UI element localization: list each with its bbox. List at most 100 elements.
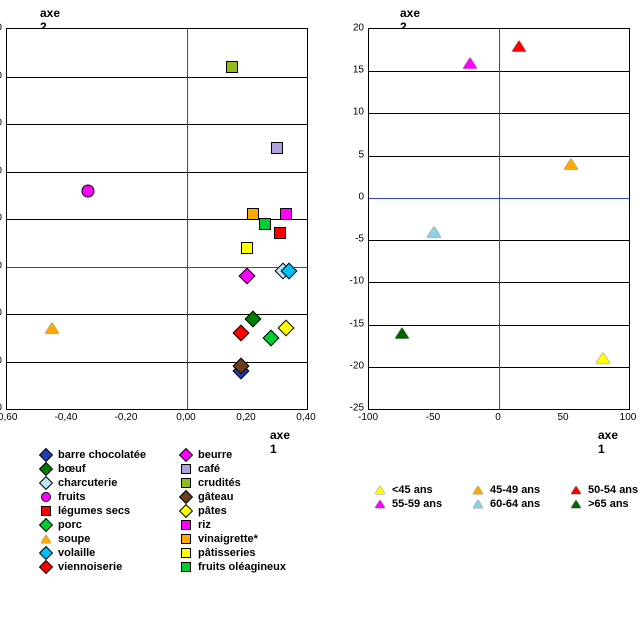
legend-label: fruits oléagineux <box>198 561 286 573</box>
triangle-icon <box>570 486 582 494</box>
legend-label: soupe <box>58 533 90 545</box>
axis-title-x: axe 1 <box>598 428 618 456</box>
legend-item: <45 ans <box>370 483 468 497</box>
ytick-label: 15 <box>338 65 364 76</box>
triangle-icon <box>374 500 386 508</box>
legend-label: barre chocolatée <box>58 449 146 461</box>
xtick-label: -0,40 <box>55 412 78 423</box>
data-point <box>241 242 253 254</box>
legend-item: légumes secs <box>40 504 180 518</box>
xtick-label: 0,20 <box>236 412 255 423</box>
data-point <box>263 329 280 346</box>
data-point <box>280 208 292 220</box>
legend-label: beurre <box>198 449 232 461</box>
legend-item: volaille <box>40 546 180 560</box>
diamond-icon <box>40 450 52 460</box>
square-icon <box>40 506 52 516</box>
legend-item: vinaigrette* <box>180 532 320 546</box>
data-point <box>395 328 409 339</box>
legend-item: bœuf <box>40 462 180 476</box>
data-point <box>82 184 95 197</box>
legend-label: 50-54 ans <box>588 484 638 496</box>
data-point <box>247 208 259 220</box>
ytick-label: -5 <box>338 234 364 245</box>
ytick-label: 0,40 <box>0 70 2 81</box>
ytick-label: -20 <box>338 360 364 371</box>
legend-label: vinaigrette* <box>198 533 258 545</box>
diamond-icon <box>40 478 52 488</box>
xtick-label: -100 <box>358 412 378 423</box>
gridline <box>7 124 307 125</box>
square-icon <box>180 548 192 558</box>
ytick-label: 0,20 <box>0 355 2 366</box>
legend-item: gâteau <box>180 490 320 504</box>
data-point <box>233 325 250 342</box>
legend-label: crudités <box>198 477 241 489</box>
data-point <box>45 323 59 334</box>
legend-item: 60-64 ans <box>468 497 566 511</box>
square-icon <box>180 464 192 474</box>
legend-label: pâtisseries <box>198 547 255 559</box>
legend-label: <45 ans <box>392 484 433 496</box>
circle-icon <box>40 492 52 502</box>
xtick-label: 100 <box>620 412 637 423</box>
ytick-label: 0,10 <box>0 308 2 319</box>
legend-right: <45 ans 45-49 ans 50-54 ans 55-59 ans 60-64 … <box>370 483 642 511</box>
data-point <box>512 40 526 51</box>
triangle-icon <box>374 486 386 494</box>
ytick-label: 0,10 <box>0 213 2 224</box>
legend-label: >65 ans <box>588 498 629 510</box>
legend-item: pâtes <box>180 504 320 518</box>
xtick-label: -0,60 <box>0 412 17 423</box>
triangle-icon <box>40 535 52 543</box>
triangle-icon <box>570 500 582 508</box>
legend-item: viennoiserie <box>40 560 180 574</box>
origin-line <box>499 29 500 409</box>
diamond-icon <box>180 506 192 516</box>
xtick-label: -50 <box>426 412 440 423</box>
square-icon <box>180 562 192 572</box>
legend-label: 60-64 ans <box>490 498 540 510</box>
data-point <box>259 218 271 230</box>
square-icon <box>180 534 192 544</box>
legend-item: 45-49 ans <box>468 483 566 497</box>
legend-label: charcuterie <box>58 477 117 489</box>
legend-item: pâtisseries <box>180 546 320 560</box>
gridline <box>7 362 307 363</box>
square-icon <box>180 478 192 488</box>
origin-line <box>187 29 188 409</box>
legend-item: 55-59 ans <box>370 497 468 511</box>
gridline <box>7 77 307 78</box>
legend-label: bœuf <box>58 463 85 475</box>
diamond-icon <box>40 520 52 530</box>
legend-label: café <box>198 463 220 475</box>
ytick-label: -15 <box>338 318 364 329</box>
gridline <box>7 267 307 268</box>
legend-label: pâtes <box>198 505 227 517</box>
xtick-label: -0,20 <box>115 412 138 423</box>
legend-item: >65 ans <box>566 497 642 511</box>
data-point <box>274 227 286 239</box>
ytick-label: 0 <box>338 191 364 202</box>
plot-area <box>368 28 630 410</box>
diamond-icon <box>180 450 192 460</box>
ytick-label: -10 <box>338 276 364 287</box>
xtick-label: 0 <box>495 412 501 423</box>
gridline <box>7 172 307 173</box>
ytick-label: 0,50 <box>0 23 2 34</box>
ytick-label: 0,30 <box>0 118 2 129</box>
diamond-icon <box>40 548 52 558</box>
plot-area <box>6 28 308 410</box>
diamond-icon <box>180 492 192 502</box>
legend-label: 55-59 ans <box>392 498 442 510</box>
xtick-label: 0,40 <box>296 412 315 423</box>
xtick-label: 0,00 <box>176 412 195 423</box>
data-point <box>278 320 295 337</box>
data-point <box>596 353 610 364</box>
legend-item: barre chocolatée <box>40 448 180 462</box>
data-point <box>239 268 256 285</box>
legend-item: café <box>180 462 320 476</box>
legend-left: barre chocolatée beurre bœuf café charcuteri… <box>40 448 320 574</box>
data-point <box>564 159 578 170</box>
legend-label: gâteau <box>198 491 233 503</box>
